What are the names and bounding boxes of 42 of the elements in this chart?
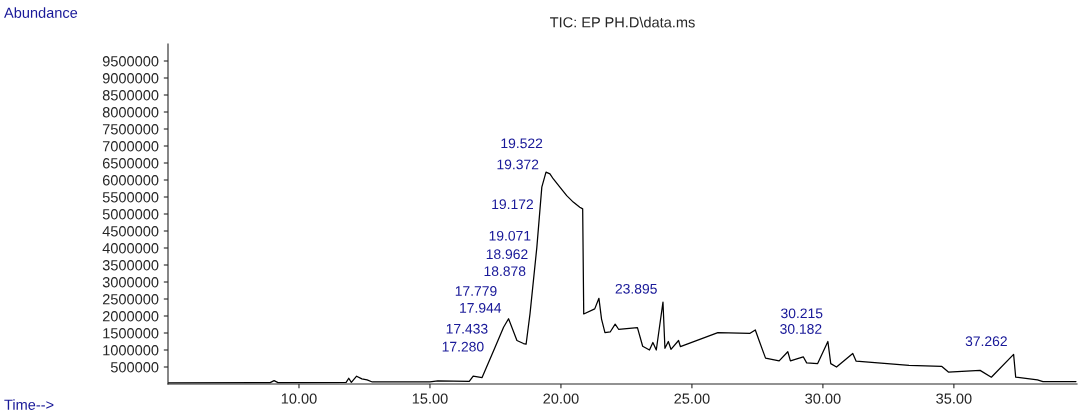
annotation: 19.522 (501, 138, 543, 149)
annotation: 37.262 (965, 336, 1007, 347)
y-tick-label: 3500000 (102, 260, 159, 271)
y-tick-label: 500000 (110, 362, 159, 373)
annotation: 19.372 (497, 159, 539, 170)
x-tick-label: 10.00 (281, 393, 317, 404)
y-tick-label: 6000000 (102, 175, 159, 186)
y-tick-label: 5000000 (102, 209, 159, 220)
y-tick-label: 1500000 (103, 328, 159, 339)
annotation: 17.944 (460, 302, 502, 313)
y-tick-label: 8000000 (102, 107, 159, 118)
annotation: 17.280 (442, 341, 484, 352)
annotation: 23.895 (615, 283, 657, 294)
annotation: 17.779 (455, 286, 497, 296)
annotation: 19.172 (492, 199, 533, 210)
x-tick-label: 35.00 (936, 393, 972, 404)
x-tick-label: 30.00 (805, 393, 841, 404)
y-tick-label: 8500000 (102, 90, 159, 101)
y-tick-label: 1000000 (103, 345, 159, 356)
x-tick-label: 15.00 (412, 393, 448, 404)
y-tick-label: 7000000 (102, 141, 159, 152)
y-axis-title: Abundance (4, 7, 78, 18)
annotation: 30.215 (781, 308, 823, 319)
x-tick-label: 20.00 (543, 393, 579, 404)
y-tick-label: 9000000 (102, 73, 159, 84)
annotation: 18.878 (484, 266, 526, 277)
y-tick-label: 7500000 (102, 124, 159, 135)
y-tick-label: 9500000 (102, 56, 159, 67)
x-tick-label: 25.00 (674, 393, 710, 404)
y-tick-label: 2000000 (102, 311, 159, 322)
x-axis-title: Time--> (4, 399, 54, 410)
y-tick-label: 3000000 (102, 277, 159, 288)
y-tick-label: 4500000 (102, 226, 159, 237)
chart-title: TIC: EP PH.D\data.ms (550, 16, 695, 28)
annotation: 18.962 (486, 249, 528, 260)
y-tick-label: 4000000 (102, 243, 159, 254)
annotation: 19.071 (489, 230, 531, 241)
y-tick-label: 6500000 (102, 158, 159, 169)
annotation: 17.433 (446, 323, 488, 334)
y-tick-label: 5500000 (102, 192, 159, 203)
y-tick-label: 2500000 (102, 294, 159, 305)
annotation: 30.182 (780, 324, 822, 334)
